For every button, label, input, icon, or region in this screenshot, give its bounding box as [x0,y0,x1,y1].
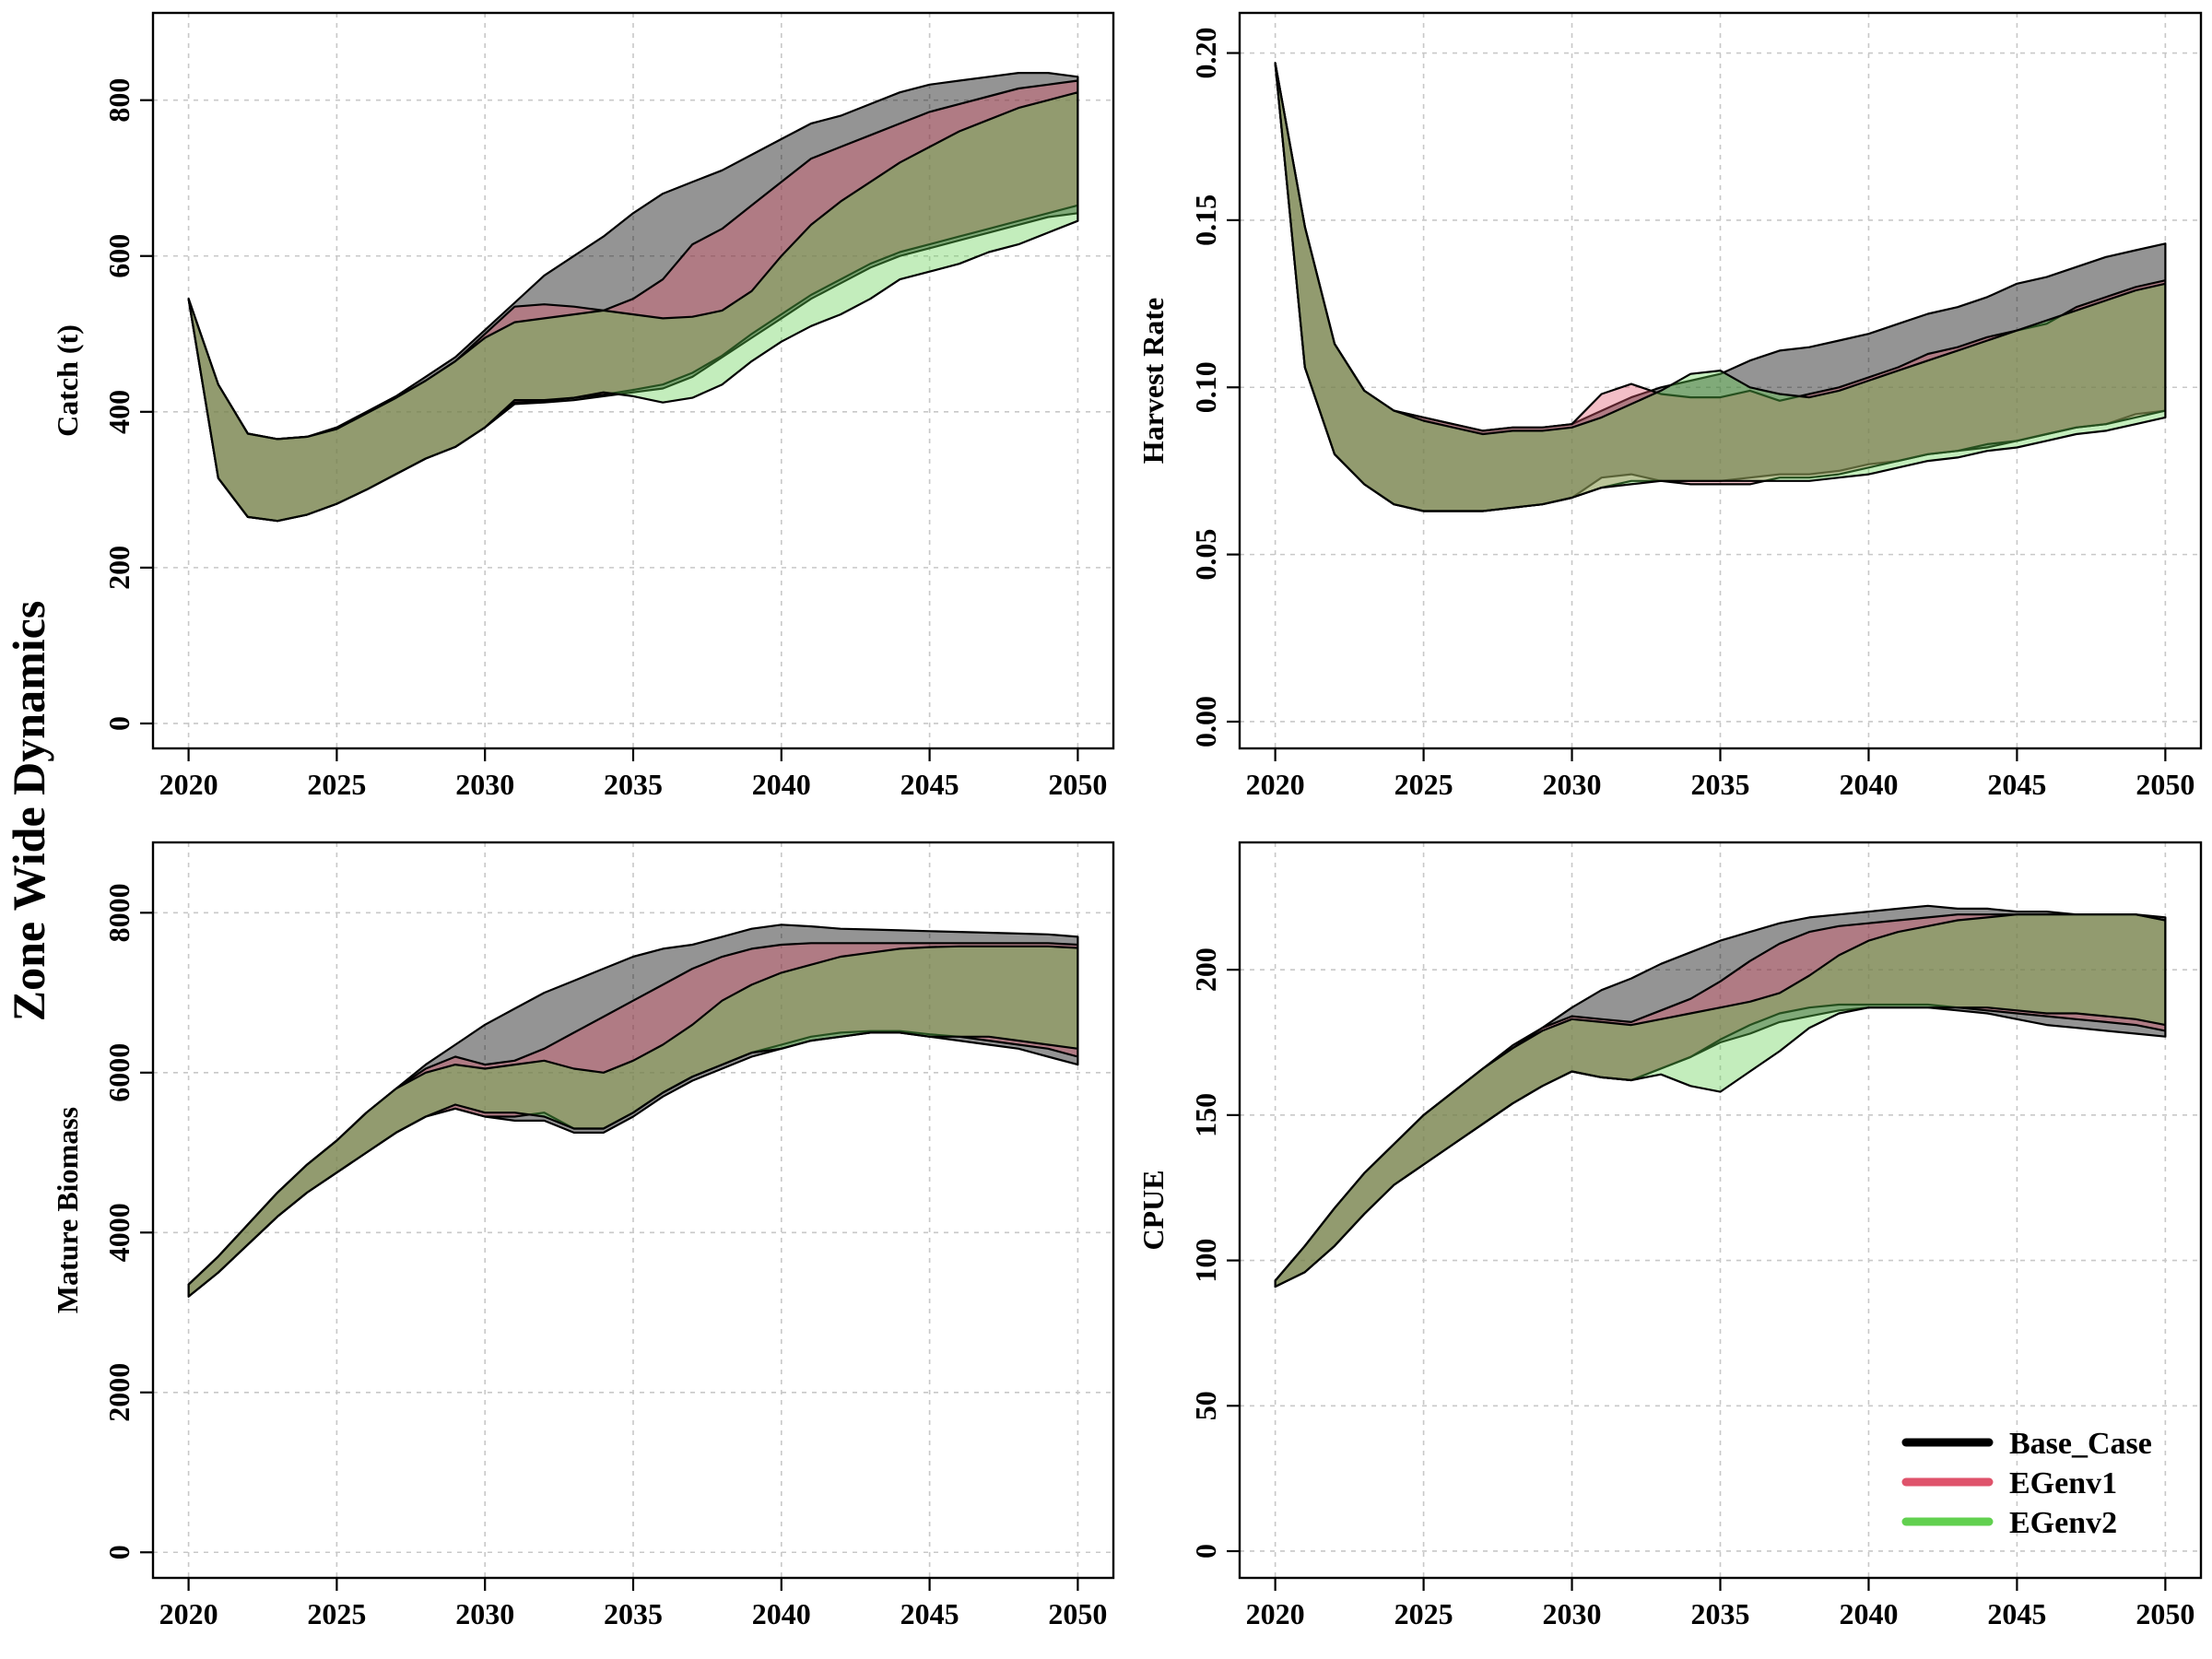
ribbons [1274,904,2167,1288]
gridlines [1240,13,2201,748]
gridlines [153,842,1113,1578]
x-tick-label: 2035 [1691,768,1750,801]
y-axis: 0 50 100 150 200 [1189,947,1240,1559]
figure-title: Zone Wide Dynamics [3,601,54,1022]
ribbons [1274,62,2167,512]
legend-item-base-case: Base_Case [1901,1427,2152,1461]
y-tick-label: 400 [102,390,135,434]
panel-cpue: 2020 2025 2030 2035 2040 2045 2050 0 50 100 150 200… [1136,841,2203,1630]
y-tick-label: 0.05 [1189,529,1222,581]
x-tick-label: 2030 [1543,1597,1602,1630]
x-tick-label: 2050 [2136,768,2194,801]
y-tick-label: 150 [1189,1093,1222,1137]
ribbon-egenv2 [1274,913,2167,1288]
x-tick-label: 2050 [1048,1597,1107,1630]
y-tick-label: 0.20 [1189,28,1222,79]
y-axis: 0 200 400 600 800 [102,78,153,731]
ribbon-egenv2 [187,91,1079,523]
x-tick-label: 2025 [1394,768,1453,801]
x-tick-label: 2030 [1543,768,1602,801]
panel-biomass: 2020 2025 2030 2035 2040 2045 2050 0 2000 4000 600… [51,841,1115,1630]
y-tick-label: 2000 [102,1363,135,1422]
panel-catch: 2020 2025 2030 2035 2040 2045 2050 0 200 400 600 80… [51,11,1115,801]
x-tick-label: 2035 [604,1597,663,1630]
x-tick-label: 2040 [1839,768,1898,801]
gridlines [1240,842,2201,1578]
y-axis-title: Harvest Rate [1136,298,1170,464]
y-axis: 0 2000 4000 6000 8000 [102,883,153,1559]
y-tick-label: 6000 [102,1043,135,1102]
y-tick-label: 200 [102,546,135,590]
y-tick-label: 8000 [102,883,135,942]
legend-label: EGenv1 [2009,1466,2117,1500]
panel-harvest: 2020 2025 2030 2035 2040 2045 2050 0.00 0.05 0.10… [1136,11,2203,801]
x-tick-label: 2040 [1839,1597,1898,1630]
y-tick-label: 0 [102,716,135,731]
y-tick-label: 50 [1189,1391,1222,1420]
x-axis: 2020 2025 2030 2035 2040 2045 2050 [159,748,1107,801]
y-tick-label: 200 [1189,947,1222,992]
ribbon-egenv2 [1274,62,2167,512]
x-tick-label: 2025 [1394,1597,1453,1630]
x-tick-label: 2040 [752,768,811,801]
y-tick-label: 0 [102,1545,135,1559]
y-axis: 0.00 0.05 0.10 0.15 0.20 [1189,28,1240,747]
x-axis: 2020 2025 2030 2035 2040 2045 2050 [1246,748,2194,801]
x-tick-label: 2035 [1691,1597,1750,1630]
x-tick-label: 2045 [1987,1597,2046,1630]
x-tick-label: 2030 [455,1597,514,1630]
x-tick-label: 2020 [1246,768,1305,801]
y-tick-label: 0.10 [1189,361,1222,413]
x-tick-label: 2045 [1987,768,2046,801]
x-axis: 2020 2025 2030 2035 2040 2045 2050 [1246,1578,2194,1630]
y-axis-title: Mature Biomass [51,1107,84,1313]
x-tick-label: 2045 [900,768,959,801]
y-tick-label: 0.15 [1189,194,1222,246]
x-tick-label: 2050 [1048,768,1107,801]
x-tick-label: 2020 [159,1597,218,1630]
x-tick-label: 2025 [307,1597,366,1630]
ribbon-egenv1 [187,942,1079,1298]
x-tick-label: 2020 [1246,1597,1305,1630]
x-tick-label: 2020 [159,768,218,801]
y-tick-label: 4000 [102,1203,135,1262]
y-tick-label: 100 [1189,1239,1222,1283]
ribbons [187,72,1079,523]
y-tick-label: 0.00 [1189,696,1222,747]
x-tick-label: 2035 [604,768,663,801]
y-axis-title: CPUE [1136,1170,1170,1250]
legend: Base_Case EGenv1 EGenv2 [1901,1427,2152,1540]
y-tick-label: 800 [102,78,135,123]
y-axis-title: Catch (t) [51,324,84,437]
legend-label: Base_Case [2009,1427,2152,1461]
y-tick-label: 600 [102,234,135,278]
x-tick-label: 2045 [900,1597,959,1630]
ribbons [187,924,1079,1298]
x-axis: 2020 2025 2030 2035 2040 2045 2050 [159,1578,1107,1630]
panels: 2020 2025 2030 2035 2040 2045 2050 0 200 400 600 80… [51,11,2203,1630]
x-tick-label: 2040 [752,1597,811,1630]
legend-item-egenv1: EGenv1 [1901,1466,2117,1500]
y-tick-label: 0 [1189,1544,1222,1559]
legend-item-egenv2: EGenv2 [1901,1506,2117,1540]
x-tick-label: 2025 [307,768,366,801]
x-tick-label: 2050 [2136,1597,2194,1630]
ribbon-egenv2 [187,945,1079,1298]
legend-label: EGenv2 [2009,1506,2117,1540]
x-tick-label: 2030 [455,768,514,801]
